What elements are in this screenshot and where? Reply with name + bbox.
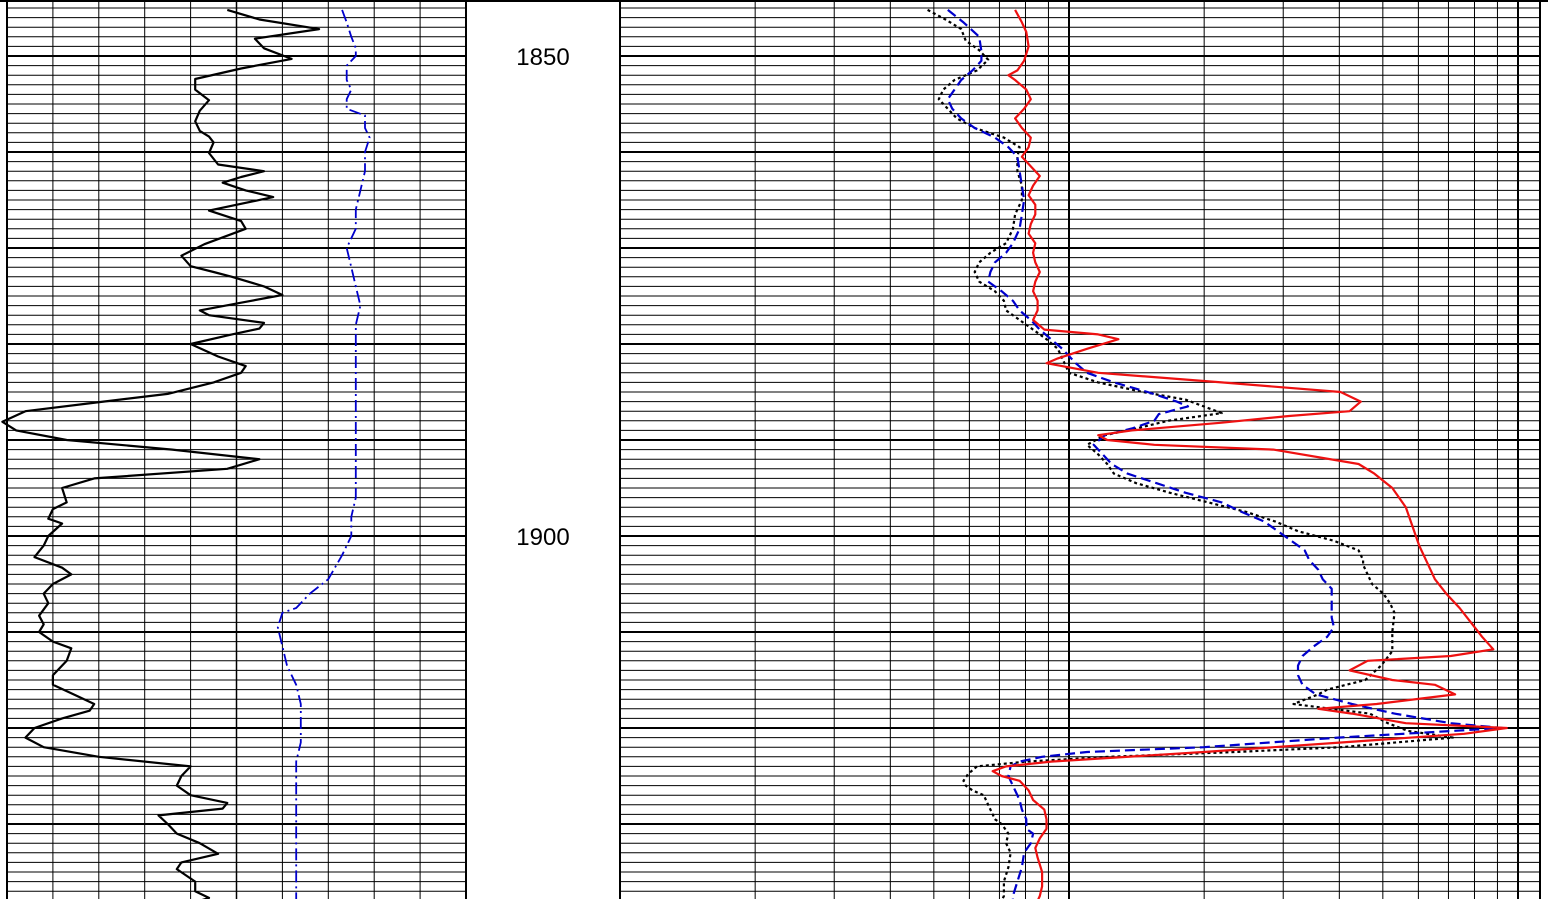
depth-track: 1850 1900 <box>516 44 569 551</box>
right-curve-2 <box>991 9 1508 899</box>
right-track-grid <box>619 0 1541 899</box>
right-curve-1 <box>946 9 1504 899</box>
depth-label-1850: 1850 <box>516 44 569 71</box>
left-track-curves <box>1 8 371 899</box>
left-curve-1 <box>276 9 371 899</box>
depth-label-1900: 1900 <box>516 524 569 551</box>
right-track-curves <box>927 8 1508 899</box>
right-curve-0 <box>927 8 1455 899</box>
left-curve-0 <box>1 8 321 899</box>
